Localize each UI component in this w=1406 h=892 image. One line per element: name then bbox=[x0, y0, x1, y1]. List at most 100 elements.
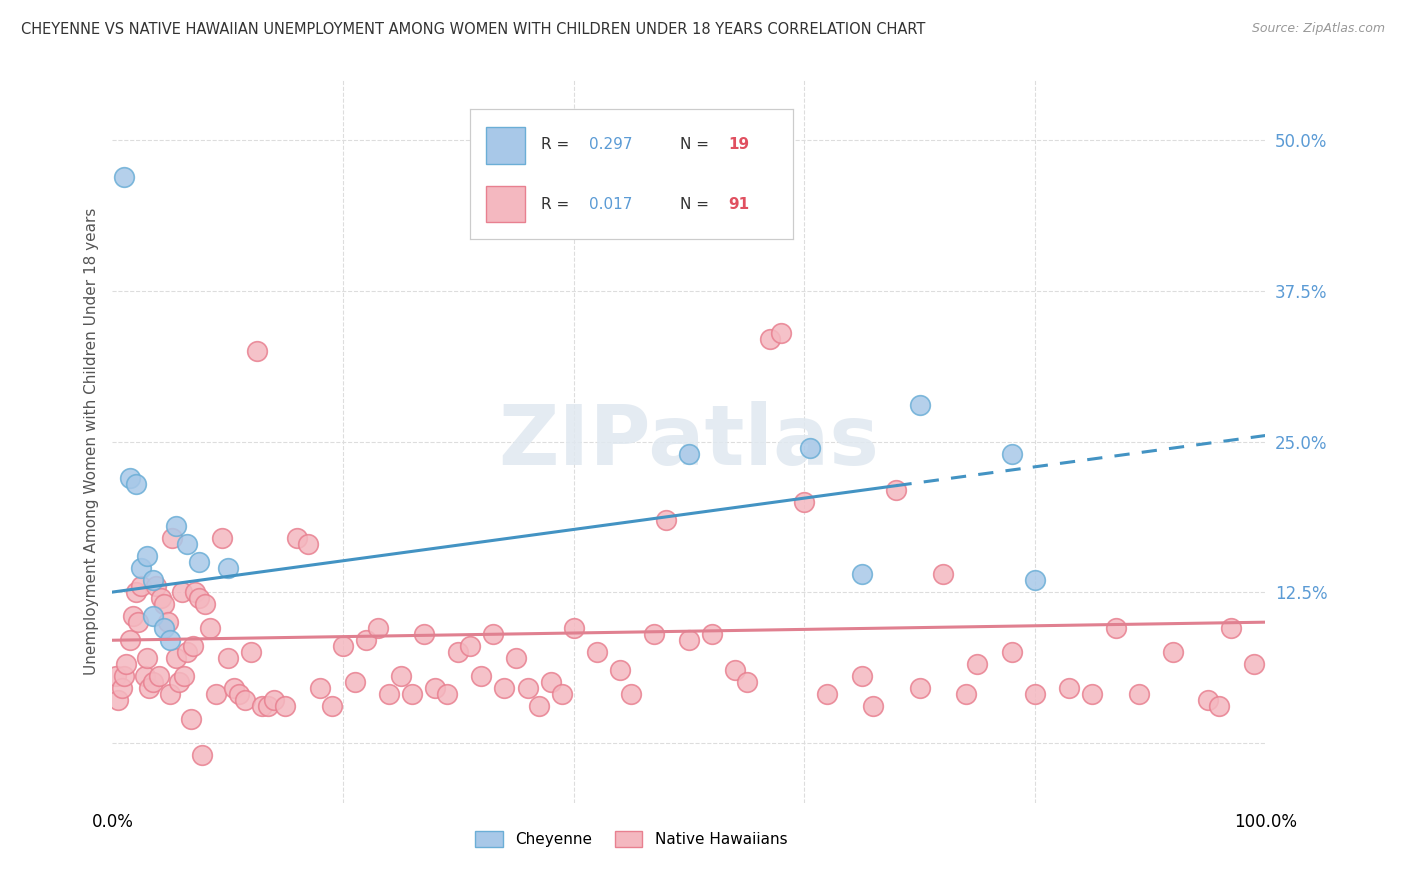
Point bbox=[191, 747, 214, 762]
Point bbox=[176, 645, 198, 659]
Point bbox=[1001, 446, 1024, 460]
Point bbox=[142, 573, 165, 587]
Point bbox=[354, 633, 377, 648]
Y-axis label: Unemployment Among Women with Children Under 18 years: Unemployment Among Women with Children U… bbox=[83, 208, 98, 675]
Point bbox=[194, 597, 217, 611]
Point bbox=[124, 585, 146, 599]
Point bbox=[176, 537, 198, 551]
Point bbox=[540, 675, 562, 690]
Point bbox=[153, 621, 176, 635]
Point bbox=[516, 681, 538, 696]
Point bbox=[274, 699, 297, 714]
Point bbox=[908, 398, 931, 412]
Point bbox=[107, 693, 129, 707]
Point bbox=[217, 651, 239, 665]
Point bbox=[700, 627, 723, 641]
Point bbox=[1243, 657, 1265, 672]
Point bbox=[200, 621, 222, 635]
Point bbox=[1161, 645, 1184, 659]
Point bbox=[401, 687, 423, 701]
Point bbox=[678, 633, 700, 648]
Text: CHEYENNE VS NATIVE HAWAIIAN UNEMPLOYMENT AMONG WOMEN WITH CHILDREN UNDER 18 YEAR: CHEYENNE VS NATIVE HAWAIIAN UNEMPLOYMENT… bbox=[21, 22, 925, 37]
Point bbox=[1219, 621, 1241, 635]
Point bbox=[129, 579, 153, 593]
Point bbox=[127, 615, 149, 630]
Point bbox=[180, 712, 202, 726]
Point bbox=[620, 687, 643, 701]
Point bbox=[851, 669, 873, 683]
Point bbox=[145, 579, 167, 593]
Point bbox=[153, 597, 176, 611]
Point bbox=[724, 664, 747, 678]
Point bbox=[165, 651, 187, 665]
Point bbox=[799, 441, 821, 455]
Point bbox=[112, 669, 135, 683]
Point bbox=[165, 519, 187, 533]
Point bbox=[111, 681, 134, 696]
Point bbox=[862, 699, 884, 714]
Point bbox=[169, 675, 191, 690]
Point bbox=[136, 651, 159, 665]
Point bbox=[285, 531, 308, 545]
Point bbox=[188, 555, 211, 569]
Point bbox=[205, 687, 228, 701]
Point bbox=[966, 657, 988, 672]
Point bbox=[551, 687, 574, 701]
Point bbox=[643, 627, 665, 641]
Point bbox=[770, 326, 793, 341]
Point bbox=[1197, 693, 1219, 707]
Point bbox=[505, 651, 527, 665]
Point bbox=[104, 669, 127, 683]
Point bbox=[136, 549, 159, 563]
Point bbox=[162, 531, 184, 545]
Point bbox=[412, 627, 434, 641]
Point bbox=[886, 483, 908, 497]
Point bbox=[815, 687, 838, 701]
Point bbox=[124, 476, 146, 491]
Point bbox=[257, 699, 280, 714]
Point bbox=[470, 669, 492, 683]
Point bbox=[228, 687, 250, 701]
Point bbox=[1001, 645, 1024, 659]
Point bbox=[211, 531, 233, 545]
Point bbox=[851, 567, 873, 582]
Point bbox=[309, 681, 332, 696]
Point bbox=[436, 687, 458, 701]
Text: ZIPatlas: ZIPatlas bbox=[499, 401, 879, 482]
Point bbox=[1024, 573, 1046, 587]
Point bbox=[159, 633, 181, 648]
Point bbox=[222, 681, 245, 696]
Point bbox=[188, 591, 211, 606]
Legend: Cheyenne, Native Hawaiians: Cheyenne, Native Hawaiians bbox=[470, 825, 793, 853]
Point bbox=[142, 675, 165, 690]
Point bbox=[263, 693, 285, 707]
Point bbox=[252, 699, 274, 714]
Point bbox=[1059, 681, 1081, 696]
Point bbox=[156, 615, 179, 630]
Text: Source: ZipAtlas.com: Source: ZipAtlas.com bbox=[1251, 22, 1385, 36]
Point bbox=[1024, 687, 1046, 701]
Point bbox=[297, 537, 319, 551]
Point bbox=[1128, 687, 1150, 701]
Point bbox=[343, 675, 366, 690]
Point bbox=[173, 669, 195, 683]
Point bbox=[494, 681, 516, 696]
Point bbox=[246, 344, 269, 359]
Point bbox=[332, 639, 354, 653]
Point bbox=[184, 585, 207, 599]
Point bbox=[149, 591, 172, 606]
Point bbox=[159, 687, 181, 701]
Point bbox=[447, 645, 470, 659]
Point bbox=[482, 627, 505, 641]
Point bbox=[678, 446, 700, 460]
Point bbox=[122, 609, 145, 624]
Point bbox=[129, 561, 153, 575]
Point bbox=[793, 494, 815, 508]
Point bbox=[134, 669, 156, 683]
Point bbox=[562, 621, 585, 635]
Point bbox=[170, 585, 193, 599]
Point bbox=[458, 639, 481, 653]
Point bbox=[931, 567, 953, 582]
Point bbox=[233, 693, 256, 707]
Point bbox=[1104, 621, 1126, 635]
